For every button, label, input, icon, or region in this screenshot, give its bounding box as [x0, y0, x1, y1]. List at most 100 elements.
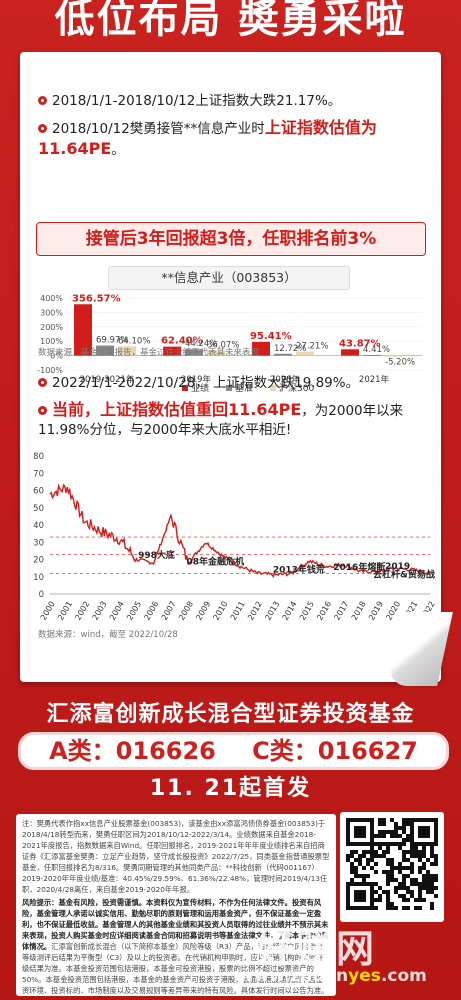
risk-level-text: 汇添富创新成长混合（以下简称本基金）风险等级（R3）产品，适合经客户风险承受等级…: [22, 942, 329, 995]
hero-title: 低位布局 奬勇采啦: [54, 0, 407, 42]
y-tick-label: 40: [33, 521, 44, 531]
launch-date: 11. 21起首发: [149, 776, 312, 801]
fine-print: 注：樊勇代表作指xx信息产业股票基金(003853)，该基金由xx添富鸿债债券基…: [16, 814, 336, 996]
bar: [341, 349, 359, 356]
x-tick-label: 2000: [39, 600, 57, 622]
legend-swatch: [182, 385, 188, 391]
data-label: -5.20%: [385, 357, 415, 367]
x-tick-label: 2018: [350, 600, 368, 622]
y-tick-label: 100%: [40, 337, 63, 346]
watermark: 好赚网 www.zhuanyes.com: [236, 918, 458, 998]
bullet-icon: [38, 406, 47, 415]
data-label: 44.24%: [185, 339, 217, 349]
y-tick-label: 200%: [40, 323, 63, 332]
y-tick-label: 30: [33, 538, 44, 548]
event-annotation: 去杠杆&贸易战: [373, 568, 435, 580]
x-tick-label: 2007: [160, 600, 178, 622]
risk-warning: 风险提示：基金有风险，投资需谨慎。本资料仅为宣传材料，不作为任何法律文件。投资有…: [22, 898, 329, 951]
fund-name: 汇添富创新成长混合型证券投资基金: [46, 702, 415, 727]
qr-code[interactable]: [340, 812, 444, 922]
bar: [385, 355, 403, 357]
point-3: 2022/1/1-2022/10/28， 上证指数大跌19.89%。: [38, 374, 359, 393]
return-banner: 接管后3年回报超3倍，任职排名前3%: [36, 222, 426, 256]
bullet-icon: [38, 378, 47, 387]
code-c: C类：016627: [252, 737, 418, 765]
y-tick-label: 300%: [40, 308, 63, 317]
x-tick-label: 2019: [367, 600, 385, 622]
event-annotation: 2019: [385, 562, 410, 572]
data-label: 12.72%: [274, 344, 306, 354]
x-tick-label: 2017: [332, 600, 350, 622]
qr-code-icon: [346, 818, 438, 910]
x-tick-label: 2006: [142, 600, 160, 622]
fund-label: **信息产业（003853）: [108, 266, 350, 290]
y-tick-label: -100%: [37, 366, 63, 375]
x-tick-label: 2020: [384, 600, 402, 622]
y-tick-label: 20: [33, 556, 44, 566]
x-tick-label: 2019年: [181, 374, 212, 385]
x-tick-label: 2009: [194, 600, 212, 622]
bar: [74, 304, 92, 356]
code-a: A类：016626: [49, 737, 216, 765]
legend-label: 业绩: [191, 382, 209, 394]
x-tick-label: 2013: [263, 600, 281, 622]
bar: [118, 346, 136, 356]
point-2: 2018/10/12樊勇接管**信息产业时上证指数估值为11.64PE。: [38, 118, 377, 158]
x-tick-label: 2016: [315, 600, 333, 622]
x-tick-label: 2002: [73, 600, 91, 622]
event-annotation: 998大底: [138, 549, 175, 561]
bar: [296, 351, 314, 356]
y-tick-label: 70: [33, 469, 44, 479]
source-note-2: 数据来源：wind，截至 2022/10/28: [38, 630, 178, 640]
data-label: 27.21%: [296, 342, 328, 352]
note-text: 注：樊勇代表作指xx信息产业股票基金(003853)，该基金由xx添富鸿债债券基…: [22, 819, 330, 894]
x-tick-label: 2004: [108, 600, 126, 622]
x-tick-label: 2015: [298, 600, 316, 622]
y-tick-label: 400%: [40, 294, 63, 303]
x-tick-label: 2008: [177, 600, 195, 622]
point-1: 2018/1/1-2018/10/12上证指数大跌21.17%。: [38, 92, 341, 111]
legend-label: 沪深300: [279, 382, 314, 394]
x-tick-label: 2001: [56, 600, 74, 622]
legend-swatch: [270, 385, 276, 391]
y-tick-label: 10: [33, 573, 44, 583]
source-note-1: 数据来源：基金定期报告，基金过往业绩不代表其未来表现: [38, 348, 260, 358]
data-label: 95.41%: [250, 331, 292, 342]
watermark-url: www.zhuanyes.com: [238, 966, 427, 986]
bullet-icon: [38, 124, 47, 133]
data-label: 69.97%: [96, 336, 128, 346]
event-annotation: 2013年钱荒: [273, 563, 325, 575]
fund-codes: A类：016626 C类：016627: [18, 732, 449, 770]
bullet-icon: [38, 96, 47, 105]
y-tick-label: 0: [39, 590, 44, 600]
data-label: 356.57%: [72, 293, 121, 304]
x-tick-label: 2012: [246, 600, 264, 622]
data-label: 4.41%: [363, 345, 390, 355]
x-tick-label: 2003: [91, 600, 109, 622]
bar: [274, 353, 292, 356]
y-tick-label: 0%: [50, 352, 63, 361]
bar: [96, 345, 114, 356]
x-tick-label: 2020年: [270, 374, 301, 385]
bar: [207, 350, 225, 356]
point-4: 当前，上证指数估值重回11.64PE，为2000年以来11.98%分位，与200…: [38, 400, 404, 438]
pe-series-line: [49, 483, 431, 578]
data-label: 62.40%: [161, 336, 203, 347]
data-label: 64.10%: [118, 336, 150, 346]
x-tick-label: 2019-2021年: [80, 374, 135, 385]
x-tick-label: 2021年: [359, 374, 390, 385]
data-label: 43.87%: [339, 338, 381, 349]
performance-bar-chart: 400%300%200%100%0%-100%2019-2021年 2019年 20…: [37, 293, 422, 394]
x-tick-label: 2011: [229, 600, 247, 622]
bar: [363, 354, 381, 356]
x-tick-label: 2005: [125, 600, 143, 622]
data-label: 36.07%: [207, 340, 239, 350]
y-tick-label: 50: [33, 504, 44, 514]
info-card: 2018/1/1-2018/10/12上证指数大跌21.17%。 2018/10…: [20, 52, 441, 682]
bar: [163, 346, 181, 356]
bar: [185, 349, 203, 356]
legend-swatch: [226, 385, 232, 391]
event-annotation: 08年金融危机: [186, 556, 244, 568]
x-tick-label: 2014: [281, 600, 299, 622]
